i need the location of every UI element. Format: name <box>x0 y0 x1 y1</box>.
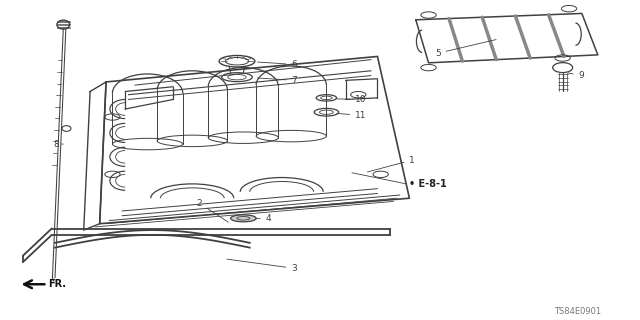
Text: TS84E0901: TS84E0901 <box>554 307 601 316</box>
Text: FR.: FR. <box>49 279 67 289</box>
Text: 4: 4 <box>256 214 271 223</box>
Text: 6: 6 <box>258 60 297 69</box>
Text: 2: 2 <box>196 198 228 222</box>
Text: 11: 11 <box>337 111 367 120</box>
Text: 7: 7 <box>258 76 297 85</box>
Text: 8: 8 <box>53 140 63 148</box>
Text: 5: 5 <box>435 40 496 58</box>
Text: 9: 9 <box>568 71 584 80</box>
Text: • E-8-1: • E-8-1 <box>410 179 447 189</box>
Ellipse shape <box>230 215 256 222</box>
Text: 1: 1 <box>367 156 415 172</box>
Text: 3: 3 <box>227 259 297 273</box>
Text: 10: 10 <box>337 95 367 104</box>
